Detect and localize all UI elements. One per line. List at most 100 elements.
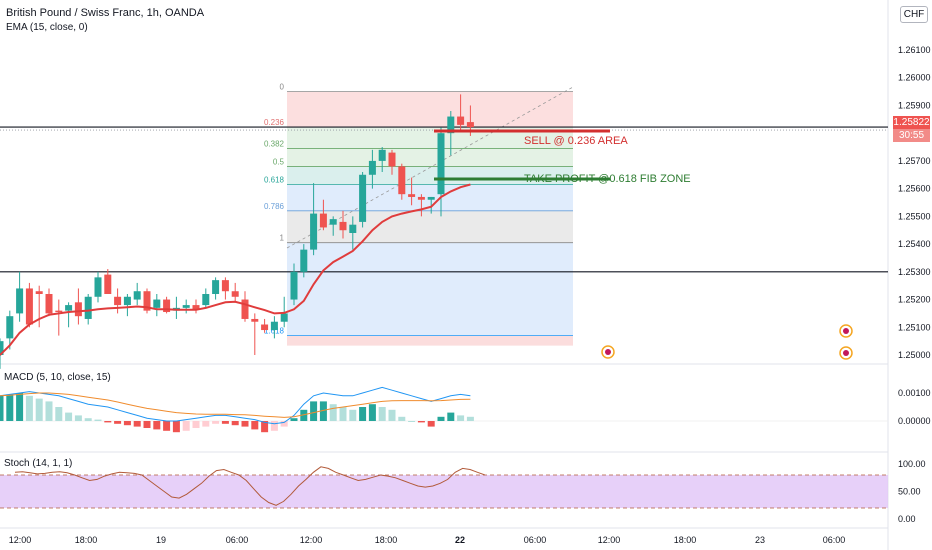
macd-line bbox=[0, 386, 471, 425]
time-axis-label: 06:00 bbox=[226, 535, 249, 545]
macd-histogram-bar bbox=[114, 421, 122, 424]
fib-zone bbox=[287, 242, 573, 336]
macd-histogram-bar bbox=[457, 415, 465, 421]
macd-histogram-bar bbox=[25, 395, 33, 421]
fib-level-label: 1 bbox=[280, 234, 285, 243]
sell-annotation: SELL @ 0.236 AREA bbox=[524, 135, 628, 147]
price-axis-label: 1.26100 bbox=[898, 45, 931, 55]
signal-line bbox=[0, 392, 471, 418]
macd-legend: MACD (5, 10, close, 15) bbox=[4, 372, 111, 383]
candle-body bbox=[182, 305, 190, 308]
macd-histogram-bar bbox=[290, 418, 298, 421]
time-axis-label: 18:00 bbox=[674, 535, 697, 545]
macd-histogram-bar bbox=[202, 421, 210, 427]
candle-body bbox=[231, 291, 239, 297]
price-axis-label: 1.25900 bbox=[898, 100, 931, 110]
candle-body bbox=[310, 213, 318, 250]
candle-body bbox=[388, 152, 396, 167]
fib-zone bbox=[287, 335, 573, 346]
candle-body bbox=[270, 321, 278, 331]
flag-icon bbox=[843, 350, 849, 356]
macd-axis-label: 0.00100 bbox=[898, 388, 931, 398]
candle-body bbox=[212, 280, 220, 294]
macd-histogram-bar bbox=[270, 421, 278, 431]
fib-level-label: 0 bbox=[280, 83, 285, 92]
time-axis-label: 18:00 bbox=[375, 535, 398, 545]
fib-zone bbox=[287, 91, 573, 128]
macd-histogram-bar bbox=[55, 407, 63, 421]
macd-histogram-bar bbox=[280, 421, 288, 427]
candle-body bbox=[74, 302, 82, 317]
candle-body bbox=[153, 299, 161, 308]
stoch-axis-label: 50.00 bbox=[898, 487, 921, 497]
flag-icon bbox=[843, 328, 849, 334]
macd-histogram-bar bbox=[329, 404, 337, 421]
candle-body bbox=[417, 196, 425, 200]
candle-body bbox=[202, 294, 210, 306]
price-axis-label: 1.25600 bbox=[898, 184, 931, 194]
price-axis-label: 1.25000 bbox=[898, 350, 931, 360]
fib-zone bbox=[287, 210, 573, 243]
candle-body bbox=[368, 160, 376, 175]
currency-button[interactable]: CHF bbox=[900, 6, 928, 23]
macd-histogram-bar bbox=[349, 409, 357, 421]
macd-histogram-bar bbox=[133, 421, 141, 427]
macd-histogram-bar bbox=[6, 394, 14, 421]
candle-body bbox=[300, 249, 308, 272]
macd-histogram-bar bbox=[172, 421, 180, 433]
candle-body bbox=[466, 122, 474, 128]
candle-body bbox=[192, 305, 200, 310]
candle-body bbox=[280, 313, 288, 322]
candle-body bbox=[349, 224, 357, 233]
take-profit-annotation: TAKE PROFIT @0.618 FIB ZONE bbox=[524, 173, 691, 185]
candle-body bbox=[6, 316, 14, 339]
macd-histogram-bar bbox=[408, 421, 416, 422]
time-axis-label: 06:00 bbox=[524, 535, 547, 545]
macd-histogram-bar bbox=[427, 421, 435, 427]
stoch-legend: Stoch (14, 1, 1) bbox=[4, 458, 73, 469]
macd-histogram-bar bbox=[359, 407, 367, 421]
candle-body bbox=[221, 280, 229, 292]
macd-histogram-bar bbox=[319, 401, 327, 421]
time-axis-label: 06:00 bbox=[823, 535, 846, 545]
macd-histogram-bar bbox=[143, 421, 151, 428]
time-axis-label: 12:00 bbox=[598, 535, 621, 545]
macd-histogram-bar bbox=[0, 395, 4, 421]
candle-body bbox=[437, 133, 445, 195]
macd-histogram-bar bbox=[231, 421, 239, 426]
fib-zone bbox=[287, 148, 573, 167]
fib-level-label: 0.236 bbox=[264, 118, 285, 127]
candle-body bbox=[16, 288, 24, 314]
price-axis-label: 1.25200 bbox=[898, 295, 931, 305]
candle-body bbox=[241, 299, 249, 319]
candle-body bbox=[123, 296, 131, 306]
macd-histogram-bar bbox=[241, 421, 249, 427]
macd-histogram-bar bbox=[437, 416, 445, 421]
time-axis-label: 19 bbox=[156, 535, 166, 545]
candle-body bbox=[114, 296, 122, 306]
candle-body bbox=[133, 291, 141, 300]
countdown-tag: 30:55 bbox=[893, 129, 930, 142]
candle-body bbox=[378, 149, 386, 161]
candle-body bbox=[0, 341, 4, 355]
macd-histogram-bar bbox=[123, 421, 131, 426]
macd-histogram-bar bbox=[45, 401, 53, 421]
candle-body bbox=[408, 194, 416, 197]
candle-body bbox=[427, 196, 435, 200]
price-axis-label: 1.25100 bbox=[898, 322, 931, 332]
macd-histogram-bar bbox=[466, 416, 474, 421]
candle-body bbox=[319, 213, 327, 228]
price-axis-label: 1.25700 bbox=[898, 156, 931, 166]
macd-histogram-bar bbox=[16, 393, 24, 421]
stoch-axis-label: 100.00 bbox=[898, 459, 926, 469]
symbol-title: British Pound / Swiss Franc, 1h, OANDA bbox=[6, 7, 205, 19]
macd-histogram-bar bbox=[104, 421, 112, 423]
macd-histogram-bar bbox=[300, 409, 308, 421]
candle-body bbox=[25, 288, 33, 325]
time-axis-label: 23 bbox=[755, 535, 765, 545]
time-axis-label: 18:00 bbox=[75, 535, 98, 545]
macd-histogram-bar bbox=[35, 398, 43, 421]
macd-histogram-bar bbox=[417, 421, 425, 423]
stoch-band bbox=[0, 475, 888, 508]
